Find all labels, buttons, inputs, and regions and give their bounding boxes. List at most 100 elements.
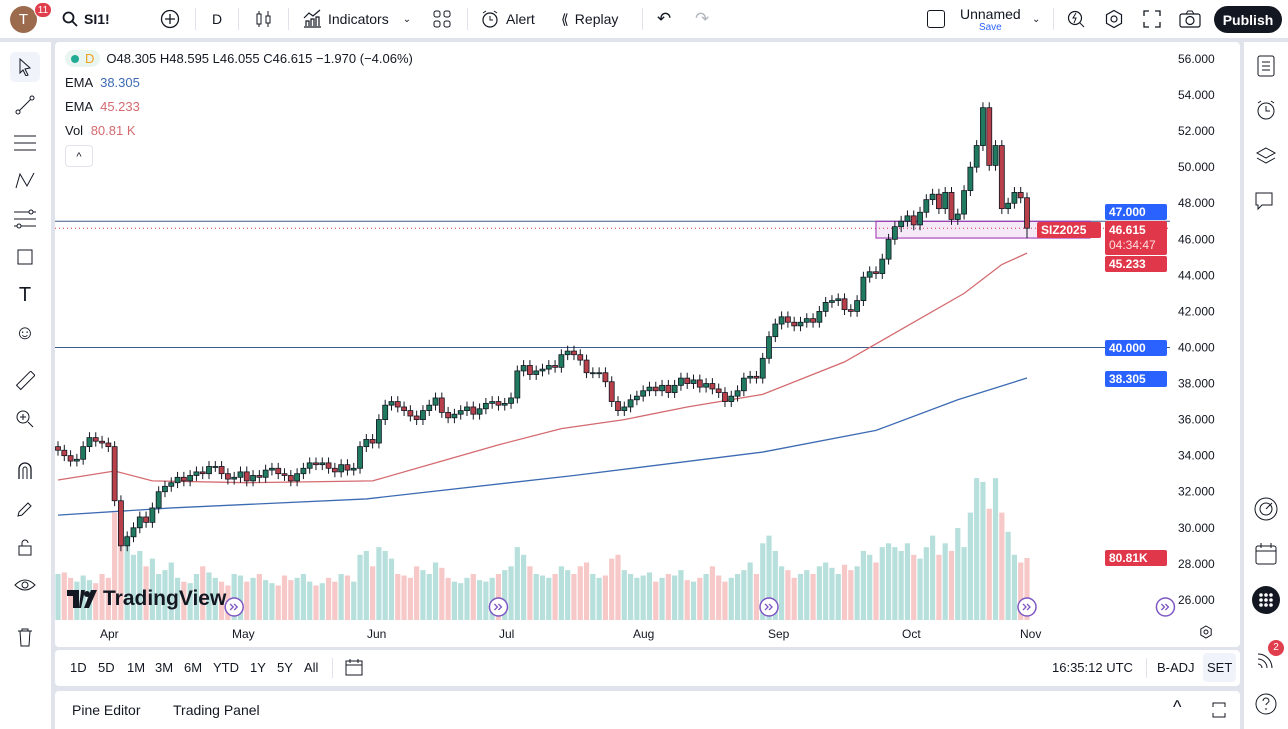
range-6m[interactable]: 6M bbox=[184, 660, 203, 675]
event-marker[interactable] bbox=[1155, 597, 1176, 617]
emoji-tool[interactable]: ☺ bbox=[10, 318, 40, 348]
fib-tool[interactable] bbox=[10, 204, 40, 234]
data-window-button[interactable] bbox=[1252, 142, 1280, 170]
range-1m[interactable]: 1M bbox=[127, 660, 146, 675]
time-axis[interactable]: Apr May Jun Jul Aug Sep Oct Nov bbox=[55, 622, 1240, 647]
layouts-button[interactable] bbox=[433, 0, 451, 38]
pattern-tool[interactable] bbox=[10, 166, 40, 196]
ema-legend-red[interactable]: EMA 45.233 bbox=[65, 99, 140, 114]
indicators-button[interactable]: Indicators ⌄ bbox=[302, 0, 411, 38]
alert-button[interactable]: Alert bbox=[480, 0, 535, 38]
fullscreen-button[interactable] bbox=[1143, 0, 1161, 38]
save-link[interactable]: Save bbox=[978, 21, 1002, 33]
trend-line-tool[interactable] bbox=[10, 90, 40, 120]
undo-button[interactable]: ↶ bbox=[657, 0, 671, 38]
candle-body bbox=[917, 211, 923, 226]
layout-menu-button[interactable]: ⌄ bbox=[1032, 0, 1040, 38]
avatar-letter: T bbox=[18, 11, 29, 28]
layout-name-button[interactable]: Unnamed Save bbox=[960, 0, 1021, 38]
axis-settings-button[interactable] bbox=[1199, 625, 1213, 642]
maximize-panel-button[interactable] bbox=[1212, 702, 1226, 721]
settings-button[interactable] bbox=[1104, 0, 1124, 38]
trading-panel-tab[interactable]: Trading Panel bbox=[173, 702, 260, 718]
volume-bar bbox=[684, 580, 690, 620]
candle-body bbox=[92, 437, 99, 442]
user-avatar[interactable]: T bbox=[10, 6, 37, 33]
range-1d[interactable]: 1D bbox=[70, 660, 87, 675]
layout-checkbox[interactable] bbox=[927, 0, 945, 38]
session-toggle[interactable]: SET bbox=[1203, 653, 1237, 682]
redo-button[interactable]: ↷ bbox=[695, 0, 709, 38]
vol-label: Vol bbox=[65, 123, 84, 138]
clock-timezone[interactable]: 16:35:12 UTC bbox=[1052, 660, 1133, 675]
range-5y[interactable]: 5Y bbox=[277, 660, 293, 675]
volume-bar bbox=[848, 570, 854, 620]
drawing-mode-tool[interactable] bbox=[10, 494, 40, 524]
backadjust-toggle[interactable]: B-ADJ bbox=[1157, 660, 1195, 675]
ema-legend-blue[interactable]: EMA 38.305 bbox=[65, 75, 140, 90]
event-marker[interactable] bbox=[224, 597, 244, 617]
volume-bar bbox=[627, 573, 634, 620]
range-5d[interactable]: 5D bbox=[98, 660, 115, 675]
interval-badge: D bbox=[85, 51, 95, 66]
price-tick-label: 26.000 bbox=[1178, 593, 1215, 607]
magnet-tool[interactable] bbox=[10, 456, 40, 486]
volume-legend[interactable]: Vol 80.81 K bbox=[65, 123, 136, 138]
volume-bar bbox=[734, 573, 741, 620]
compare-symbol-button[interactable] bbox=[160, 0, 180, 38]
volume-bar bbox=[1005, 531, 1011, 620]
signals-button[interactable] bbox=[1252, 646, 1280, 674]
volume-bar bbox=[634, 577, 640, 620]
month-label: Sep bbox=[768, 627, 790, 641]
chats-button[interactable] bbox=[1252, 188, 1280, 216]
candle-body bbox=[508, 397, 514, 404]
candle-body bbox=[627, 399, 634, 408]
arrow-icon bbox=[1160, 603, 1170, 611]
ruler-tool[interactable] bbox=[10, 366, 40, 396]
publish-button[interactable]: Publish bbox=[1214, 6, 1282, 33]
alert-label: Alert bbox=[506, 11, 535, 27]
range-ytd[interactable]: YTD bbox=[213, 660, 239, 675]
legend-status-pill[interactable]: D bbox=[65, 50, 101, 67]
volume-bar bbox=[703, 573, 709, 620]
price-chart[interactable]: 56.000 54.000 52.000 50.000 48.000 46.000 44.0… bbox=[55, 42, 1240, 647]
lock-tool[interactable] bbox=[10, 532, 40, 562]
candle-body bbox=[646, 386, 653, 392]
replay-button[interactable]: ⟪ Replay bbox=[561, 0, 618, 38]
event-marker[interactable] bbox=[1017, 597, 1037, 617]
shapes-tool[interactable] bbox=[10, 242, 40, 272]
event-icon bbox=[759, 597, 779, 617]
volume-bar bbox=[93, 583, 99, 620]
quick-search-button[interactable] bbox=[1066, 0, 1086, 38]
products-button[interactable] bbox=[1252, 586, 1280, 614]
visibility-tool[interactable] bbox=[10, 570, 40, 600]
pine-editor-tab[interactable]: Pine Editor bbox=[72, 702, 141, 718]
watchlist-button[interactable] bbox=[1252, 52, 1280, 80]
range-3m[interactable]: 3M bbox=[155, 660, 174, 675]
horizontal-lines-tool[interactable] bbox=[10, 128, 40, 158]
screenshot-button[interactable] bbox=[1179, 0, 1201, 38]
help-button[interactable] bbox=[1252, 690, 1280, 718]
calendar-button[interactable] bbox=[1252, 540, 1280, 568]
interval-button[interactable]: D bbox=[212, 11, 223, 27]
price-tick-label: 44.000 bbox=[1178, 268, 1215, 282]
chart-type-button[interactable] bbox=[255, 0, 273, 38]
alerts-button[interactable] bbox=[1252, 96, 1280, 124]
text-tool[interactable]: T bbox=[10, 280, 40, 310]
symbol-search[interactable]: SI1! bbox=[62, 0, 110, 38]
cursor-tool[interactable] bbox=[10, 52, 40, 82]
expand-panel-button[interactable]: ^ bbox=[1173, 697, 1181, 718]
event-marker[interactable] bbox=[488, 597, 509, 617]
range-all[interactable]: All bbox=[304, 660, 319, 675]
delete-tool[interactable] bbox=[10, 622, 40, 652]
range-1y[interactable]: 1Y bbox=[250, 660, 266, 675]
chart-pane[interactable]: 56.000 54.000 52.000 50.000 48.000 46.000 44.0… bbox=[55, 42, 1240, 647]
collapse-legend-button[interactable]: ^ bbox=[65, 145, 93, 167]
goto-date-button[interactable] bbox=[345, 658, 363, 679]
candle-body bbox=[224, 473, 231, 480]
zoom-tool[interactable] bbox=[10, 404, 40, 434]
candle-body bbox=[810, 318, 816, 323]
event-marker[interactable] bbox=[759, 597, 779, 617]
month-label: Oct bbox=[902, 627, 921, 641]
hotlists-button[interactable] bbox=[1252, 495, 1280, 523]
